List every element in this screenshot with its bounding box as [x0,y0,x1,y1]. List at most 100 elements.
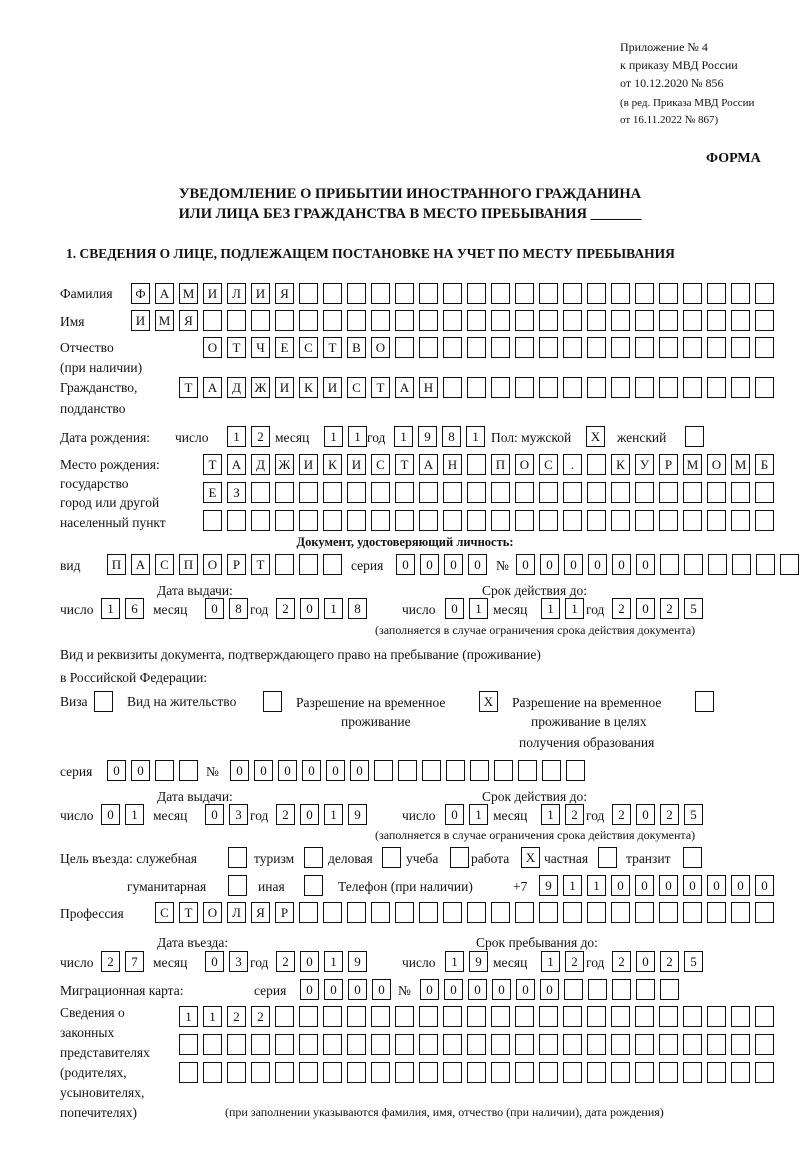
birth-place1-cell[interactable]: И [347,454,366,475]
profession-cell[interactable] [683,902,702,923]
birth-place2-cell[interactable] [683,482,702,503]
permit-number-cell[interactable]: 0 [302,760,321,781]
citizenship-cell[interactable] [563,377,582,398]
rep2-cell[interactable] [179,1034,198,1055]
patronymic-cell[interactable]: Т [323,337,342,358]
entry-day-cell[interactable]: 2 [101,951,120,972]
stay-day-cell[interactable]: 1 [445,951,464,972]
rep3-cell[interactable] [227,1062,246,1083]
birth-year-cell[interactable]: 1 [466,426,485,447]
permit-series-cell[interactable]: 0 [131,760,150,781]
citizenship-cell[interactable] [491,377,510,398]
id-valid-year-cell[interactable]: 5 [684,598,703,619]
birth-place3-cell[interactable] [323,510,342,531]
rep1-cell[interactable] [587,1006,606,1027]
permit-valid-month-cell[interactable]: 2 [565,804,584,825]
p-work-cell[interactable]: X [521,847,540,868]
id-valid-day-cell[interactable]: 1 [469,598,488,619]
rep2-cell[interactable] [227,1034,246,1055]
rep1-cell[interactable] [515,1006,534,1027]
name-cell[interactable] [755,310,774,331]
birth-place2-cell[interactable] [707,482,726,503]
id-number-cell[interactable]: 0 [540,554,559,575]
name-cell[interactable] [539,310,558,331]
birth-place1-cell[interactable]: Б [755,454,774,475]
rep2-cell[interactable] [707,1034,726,1055]
mc-number-cell[interactable] [564,979,583,1000]
mc-number-cell[interactable]: 0 [540,979,559,1000]
birth-place2-cell[interactable]: Е [203,482,222,503]
patronymic-cell[interactable] [635,337,654,358]
surname-cell[interactable] [707,283,726,304]
profession-cell[interactable] [371,902,390,923]
birth-place3-cell[interactable] [611,510,630,531]
permit-number-cell[interactable] [398,760,417,781]
stay-day-cell[interactable]: 9 [469,951,488,972]
id-issue-month-cell[interactable]: 8 [229,598,248,619]
citizenship-cell[interactable] [587,377,606,398]
birth-place1-cell[interactable]: И [299,454,318,475]
rep3-cell[interactable] [443,1062,462,1083]
profession-cell[interactable] [443,902,462,923]
name-cell[interactable] [371,310,390,331]
name-cell[interactable]: Я [179,310,198,331]
id-number-cell[interactable]: 0 [564,554,583,575]
rep2-cell[interactable] [347,1034,366,1055]
phone-cell[interactable]: 1 [563,875,582,896]
profession-cell[interactable] [539,902,558,923]
birth-place3-cell[interactable] [203,510,222,531]
profession-cell[interactable] [707,902,726,923]
surname-cell[interactable] [587,283,606,304]
surname-cell[interactable] [683,283,702,304]
rep1-cell[interactable]: 2 [227,1006,246,1027]
rep3-cell[interactable] [179,1062,198,1083]
entry-year-cell[interactable]: 1 [324,951,343,972]
birth-place2-cell[interactable] [515,482,534,503]
permit-number-cell[interactable] [446,760,465,781]
rep1-cell[interactable] [683,1006,702,1027]
rep3-cell[interactable] [419,1062,438,1083]
birth-month-cell[interactable]: 1 [348,426,367,447]
mc-number-cell[interactable]: 0 [516,979,535,1000]
birth-place3-cell[interactable] [659,510,678,531]
permit-number-cell[interactable] [542,760,561,781]
name-cell[interactable] [587,310,606,331]
id-number-cell[interactable]: 0 [588,554,607,575]
citizenship-cell[interactable]: Т [371,377,390,398]
patronymic-cell[interactable] [467,337,486,358]
birth-place1-cell[interactable]: А [419,454,438,475]
profession-cell[interactable] [491,902,510,923]
birth-year-cell[interactable]: 1 [394,426,413,447]
citizenship-cell[interactable] [635,377,654,398]
rep3-cell[interactable] [539,1062,558,1083]
patronymic-cell[interactable] [419,337,438,358]
id-series-cell[interactable]: 0 [468,554,487,575]
phone-cell[interactable]: 9 [539,875,558,896]
birth-place1-cell[interactable]: А [227,454,246,475]
birth-place1-cell[interactable]: Т [203,454,222,475]
surname-cell[interactable]: Л [227,283,246,304]
birth-place1-cell[interactable]: О [707,454,726,475]
permit-issue-year-cell[interactable]: 2 [276,804,295,825]
birth-place3-cell[interactable] [683,510,702,531]
citizenship-cell[interactable]: Н [419,377,438,398]
rep3-cell[interactable] [323,1062,342,1083]
permit-number-cell[interactable]: 0 [326,760,345,781]
citizenship-cell[interactable]: Д [227,377,246,398]
profession-cell[interactable]: Р [275,902,294,923]
id-issue-year-cell[interactable]: 2 [276,598,295,619]
profession-cell[interactable] [299,902,318,923]
id-valid-month-cell[interactable]: 1 [565,598,584,619]
birth-place3-cell[interactable] [275,510,294,531]
p-tourism-cell[interactable] [304,847,323,868]
permit-number-cell[interactable]: 0 [230,760,249,781]
birth-place3-cell[interactable] [707,510,726,531]
patronymic-cell[interactable]: О [203,337,222,358]
surname-cell[interactable] [635,283,654,304]
temp-res-cell[interactable]: X [479,691,498,712]
citizenship-cell[interactable] [659,377,678,398]
rep3-cell[interactable] [683,1062,702,1083]
name-cell[interactable] [419,310,438,331]
permit-number-cell[interactable] [494,760,513,781]
citizenship-cell[interactable]: И [275,377,294,398]
